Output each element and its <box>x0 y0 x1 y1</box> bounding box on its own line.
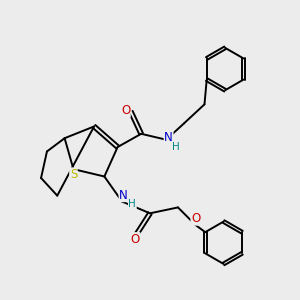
Text: O: O <box>191 212 200 225</box>
Text: N: N <box>164 131 173 144</box>
Text: H: H <box>128 199 136 209</box>
Text: H: H <box>172 142 179 152</box>
Text: N: N <box>119 188 128 202</box>
Text: O: O <box>131 233 140 246</box>
Text: O: O <box>121 104 130 117</box>
Text: S: S <box>70 168 77 181</box>
